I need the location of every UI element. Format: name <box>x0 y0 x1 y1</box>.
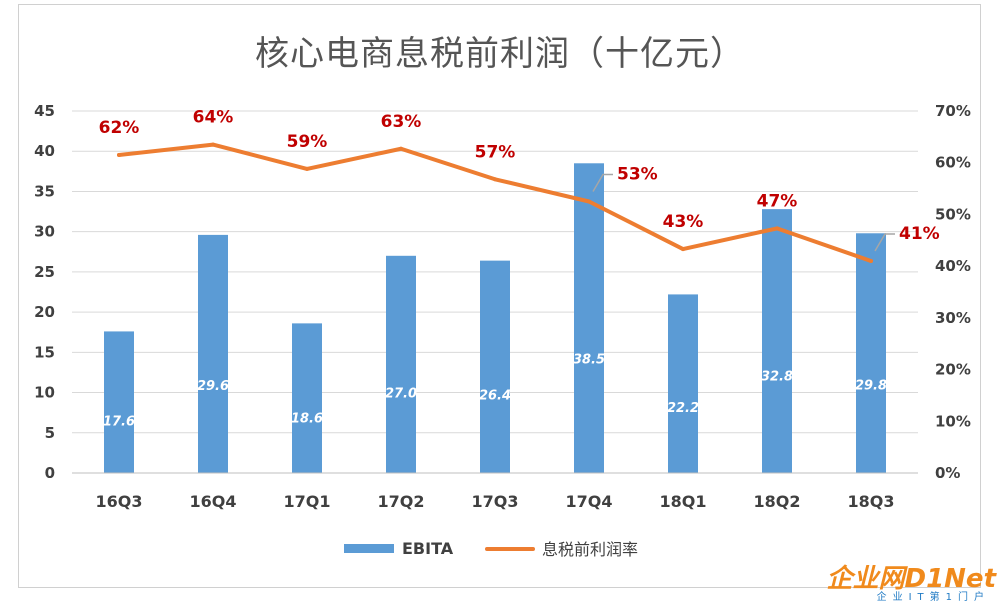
line-data-label: 47% <box>757 191 798 211</box>
y-right-tick-label: 0% <box>935 464 960 482</box>
legend-label: 息税前利润率 <box>542 540 638 559</box>
line-data-label: 63% <box>381 112 422 132</box>
line-point <box>869 258 873 263</box>
bar <box>386 255 416 473</box>
bar-data-label: 18.6 <box>291 412 323 427</box>
line-point <box>775 226 779 231</box>
watermark-logo: 企业网D1Net 企业IT第1门户 <box>826 558 997 603</box>
leader-line <box>592 173 613 192</box>
legend-label: EBITA <box>402 539 454 558</box>
bar <box>292 323 322 473</box>
line-point <box>305 166 309 171</box>
chart-title: 核心电商息税前利润（十亿元） <box>255 34 745 74</box>
line-point <box>117 152 121 157</box>
y-left-tick-label: 0 <box>45 464 55 482</box>
bar-data-label: 17.6 <box>103 415 135 430</box>
bar <box>574 163 604 474</box>
watermark-main-text: 企业网D1Net <box>826 564 997 594</box>
bar-data-label: 38.5 <box>573 352 605 367</box>
y-left-tick-label: 10 <box>34 384 55 402</box>
line-point <box>587 199 591 204</box>
bar-data-label: 27.0 <box>385 387 417 402</box>
y-right-tick-label: 60% <box>935 154 971 172</box>
y-left-tick-label: 40 <box>34 142 55 160</box>
line-point <box>681 247 685 252</box>
bar <box>856 233 886 473</box>
y-right-tick-label: 70% <box>935 102 971 120</box>
y-right-tick-label: 40% <box>935 257 971 275</box>
y-left-tick-label: 45 <box>34 102 55 120</box>
y-right-tick-label: 30% <box>935 309 971 327</box>
x-tick-label: 17Q3 <box>472 492 519 511</box>
line-data-label: 57% <box>475 142 516 162</box>
legend-swatch-bar <box>344 544 394 553</box>
line-point <box>211 142 215 147</box>
bar-data-label: 29.6 <box>197 379 229 394</box>
line-data-label: 59% <box>287 132 328 152</box>
leader-line <box>874 233 895 252</box>
bar <box>104 331 134 473</box>
y-right-tick-label: 50% <box>935 205 971 223</box>
bar <box>762 209 792 474</box>
y-right-tick-label: 20% <box>935 361 971 379</box>
line-data-label: 41% <box>899 224 940 244</box>
x-tick-label: 17Q1 <box>284 492 331 511</box>
bar-data-label: 32.8 <box>761 369 793 384</box>
bar <box>198 234 228 473</box>
bar <box>480 260 510 473</box>
line-point <box>399 146 403 151</box>
bar <box>668 294 698 473</box>
line-data-label: 62% <box>99 118 140 138</box>
x-tick-label: 17Q2 <box>378 492 425 511</box>
x-tick-label: 16Q3 <box>96 492 143 511</box>
line-data-label: 43% <box>663 212 704 232</box>
y-left-tick-label: 35 <box>34 182 55 200</box>
line-point <box>493 177 497 182</box>
y-left-tick-label: 20 <box>34 303 55 321</box>
y-left-tick-label: 30 <box>34 223 55 241</box>
y-left-tick-label: 25 <box>34 263 55 281</box>
bar-data-label: 29.8 <box>855 378 887 393</box>
line-data-label: 64% <box>193 108 234 128</box>
y-left-tick-label: 5 <box>45 424 55 442</box>
line-data-label: 53% <box>617 165 658 185</box>
bar-data-label: 26.4 <box>479 388 511 403</box>
watermark-sub-text: 企业IT第1门户 <box>876 592 990 603</box>
y-left-tick-label: 15 <box>34 343 55 361</box>
x-tick-label: 18Q2 <box>754 492 801 511</box>
x-tick-label: 18Q3 <box>848 492 895 511</box>
y-right-tick-label: 10% <box>935 412 971 430</box>
x-tick-label: 16Q4 <box>190 492 237 511</box>
x-tick-label: 18Q1 <box>660 492 707 511</box>
bar-data-label: 22.2 <box>667 401 699 416</box>
x-tick-label: 17Q4 <box>566 492 613 511</box>
